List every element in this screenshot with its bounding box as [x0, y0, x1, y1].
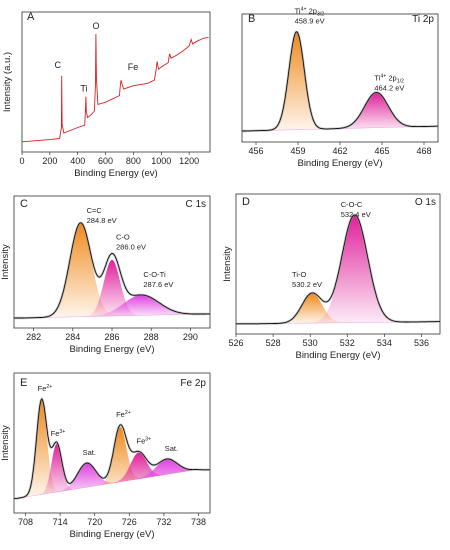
peak-annotation: Sat. [83, 448, 96, 457]
fit-envelope-line [236, 214, 440, 325]
peak-energy-label: 464.2 eV [374, 83, 404, 92]
peak-label-o: O [92, 21, 99, 31]
x-tick-label: 536 [414, 338, 429, 348]
x-tick-label: 738 [191, 517, 206, 527]
y-axis-label: Intensity [0, 425, 11, 461]
raw-data-band [241, 30, 438, 133]
peak-annotation: C=C [87, 206, 103, 215]
panel-title: O 1s [415, 197, 436, 208]
x-tick-label: 1000 [151, 156, 171, 166]
plot-frame [13, 372, 211, 514]
x-tick-label: 534 [377, 338, 392, 348]
x-tick-label: 284 [65, 332, 80, 342]
peak-annotation: Fe3+ [137, 436, 152, 445]
peak-annotation: Ti4+ 2p1/2 [374, 73, 404, 84]
x-tick-label: 462 [332, 146, 347, 156]
x-tick-label: 200 [42, 156, 57, 166]
peak-annotation: Fe2+ [116, 410, 131, 419]
x-tick-label: 288 [144, 332, 159, 342]
fit-peak-6 [14, 458, 210, 499]
x-tick-label: 456 [248, 146, 263, 156]
peak-label-ti: Ti [80, 84, 87, 94]
peak-energy-label: 458.9 eV [295, 17, 325, 26]
x-tick-label: 465 [374, 146, 389, 156]
x-tick-label: 530 [303, 338, 318, 348]
fit-envelope-line [241, 31, 438, 132]
peak-annotation: C-O-C [341, 200, 363, 209]
peak-energy-label: 287.6 eV [143, 280, 173, 289]
x-tick-label: 714 [53, 517, 68, 527]
x-tick-label: 526 [228, 338, 243, 348]
panel-D: D O 1s 526 528 530 532 534 536 Binding Energy (e… [222, 193, 441, 361]
peak-energy-label: 530.2 eV [292, 280, 322, 289]
x-tick-label: 720 [87, 517, 102, 527]
fit-envelope-line [14, 398, 210, 499]
fit-peak-1 [242, 31, 438, 132]
x-tick-label: 459 [290, 146, 305, 156]
plot-frame [235, 193, 441, 335]
x-axis-label: Binding Energy (eV) [297, 158, 382, 169]
peak-annotation: Ti4+ 2p3/2 [295, 7, 325, 18]
peak-label-c: C [54, 60, 61, 70]
x-tick-label: 528 [266, 338, 281, 348]
panel-label: A [27, 11, 35, 23]
y-axis-label: Intensity [222, 246, 233, 282]
survey-spectrum-line [21, 33, 209, 143]
fit-peak-2 [14, 259, 210, 318]
panel-C: C C 1s 282 284 286 288 290 Binding Energy (eV) I… [0, 195, 211, 355]
fit-peak-1 [14, 399, 210, 499]
x-axis-label: Binding Energy (eV) [69, 529, 154, 540]
x-tick-label: 1200 [179, 156, 199, 166]
x-tick-label: 726 [122, 517, 137, 527]
plot-frame [21, 11, 211, 153]
x-tick-label: 286 [104, 332, 119, 342]
fit-peak-1 [236, 214, 440, 324]
x-tick-label: 732 [156, 517, 171, 527]
x-axis-label: Binding Energy (eV) [69, 344, 154, 355]
fit-peak-3 [14, 295, 210, 318]
fit-peak-2 [14, 443, 210, 499]
panel-label: C [20, 198, 28, 210]
panel-title: Fe 2p [180, 378, 206, 389]
x-tick-label: 800 [126, 156, 141, 166]
peak-energy-label: 286.0 eV [116, 242, 146, 251]
x-tick-label: 532 [340, 338, 355, 348]
peak-energy-label: 532.4 eV [341, 210, 371, 219]
x-tick-label: 708 [18, 517, 33, 527]
panel-title: Ti 2p [412, 14, 434, 25]
x-tick-label: 400 [70, 156, 85, 166]
x-tick-label: 600 [98, 156, 113, 166]
panel-title: C 1s [185, 199, 206, 210]
panel-label: D [242, 196, 250, 208]
peak-annotation: Fe2+ [38, 384, 53, 393]
fit-envelope-line [14, 222, 210, 319]
peak-energy-label: 284.8 eV [87, 216, 117, 225]
peak-annotation: Ti-O [292, 270, 306, 279]
peak-annotation: C-O [116, 232, 130, 241]
y-axis-label: Intensity [0, 244, 11, 280]
plot-frame [241, 13, 439, 143]
panel-label: E [20, 377, 27, 389]
x-tick-label: 468 [416, 146, 431, 156]
peak-annotation: Sat. [165, 444, 178, 453]
panel-B: B Ti 2p 456 459 462 465 468 Binding Energy (eV)… [241, 7, 439, 169]
panel-E: E Fe 2p 708 714 720 726 732 738 Binding Energy (… [0, 372, 211, 540]
x-axis-label: Binding Energy (ev) [74, 168, 157, 179]
y-axis-label: Intensity (a.u.) [2, 52, 13, 112]
peak-label-fe: Fe [128, 62, 139, 72]
x-tick-label: 282 [26, 332, 41, 342]
background-line [14, 469, 210, 499]
panel-label: B [248, 13, 255, 25]
peak-annotation: C-O-Ti [143, 270, 166, 279]
fit-peak-2 [242, 92, 438, 132]
panel-A: A 0 200 400 600 800 1000 1200 Binding Energy (ev… [2, 11, 211, 179]
x-tick-label: 290 [183, 332, 198, 342]
x-tick-label: 0 [19, 156, 24, 166]
peak-annotation: Fe3+ [51, 429, 66, 438]
x-axis-label: Binding Energy (eV) [295, 350, 380, 361]
